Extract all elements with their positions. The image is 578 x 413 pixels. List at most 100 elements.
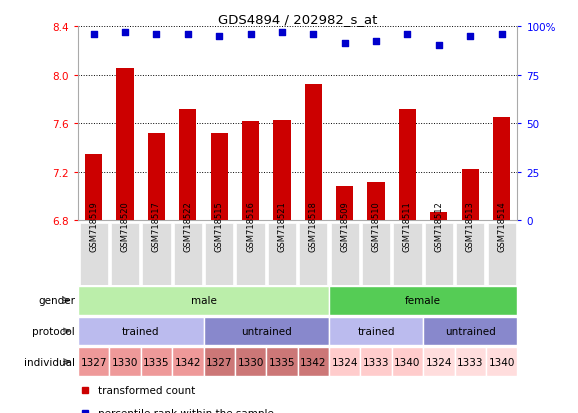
- FancyBboxPatch shape: [203, 347, 235, 376]
- FancyBboxPatch shape: [141, 347, 172, 376]
- Text: GSM718510: GSM718510: [372, 200, 380, 251]
- Bar: [179, 109, 197, 413]
- Text: 1327: 1327: [206, 357, 232, 367]
- Bar: [368, 182, 385, 413]
- FancyBboxPatch shape: [236, 223, 265, 285]
- Bar: [273, 120, 291, 413]
- FancyBboxPatch shape: [268, 223, 296, 285]
- Text: GSM718509: GSM718509: [340, 200, 349, 251]
- FancyBboxPatch shape: [109, 347, 141, 376]
- Bar: [117, 69, 134, 413]
- Point: [277, 29, 287, 36]
- Text: protocol: protocol: [32, 326, 75, 336]
- FancyBboxPatch shape: [298, 347, 329, 376]
- FancyBboxPatch shape: [329, 347, 361, 376]
- FancyBboxPatch shape: [142, 223, 171, 285]
- Text: GSM718518: GSM718518: [309, 200, 318, 251]
- FancyBboxPatch shape: [487, 223, 516, 285]
- Text: 1340: 1340: [394, 357, 421, 367]
- Text: 1335: 1335: [269, 357, 295, 367]
- FancyBboxPatch shape: [299, 223, 328, 285]
- Bar: [85, 154, 102, 413]
- Point: [152, 31, 161, 38]
- Text: GSM718515: GSM718515: [215, 200, 224, 251]
- FancyBboxPatch shape: [78, 286, 329, 315]
- Text: GSM718520: GSM718520: [121, 200, 129, 251]
- Text: 1342: 1342: [175, 357, 201, 367]
- Bar: [210, 134, 228, 413]
- Point: [403, 31, 412, 38]
- FancyBboxPatch shape: [205, 223, 234, 285]
- FancyBboxPatch shape: [394, 223, 421, 285]
- Point: [434, 43, 443, 50]
- Text: 1333: 1333: [457, 357, 483, 367]
- Text: individual: individual: [24, 357, 75, 367]
- FancyBboxPatch shape: [235, 347, 266, 376]
- Text: GSM718511: GSM718511: [403, 200, 412, 251]
- Text: GSM718512: GSM718512: [435, 200, 443, 251]
- Text: GSM718513: GSM718513: [466, 200, 475, 251]
- FancyBboxPatch shape: [456, 223, 484, 285]
- Point: [497, 31, 506, 38]
- FancyBboxPatch shape: [78, 347, 109, 376]
- FancyBboxPatch shape: [392, 347, 423, 376]
- FancyBboxPatch shape: [425, 223, 453, 285]
- Bar: [148, 134, 165, 413]
- Bar: [493, 118, 510, 413]
- Point: [120, 29, 129, 36]
- Text: untrained: untrained: [445, 326, 495, 336]
- FancyBboxPatch shape: [486, 347, 517, 376]
- Text: GSM718522: GSM718522: [183, 200, 192, 251]
- Text: female: female: [405, 296, 441, 306]
- Point: [466, 33, 475, 40]
- Point: [309, 31, 318, 38]
- Text: 1333: 1333: [363, 357, 390, 367]
- FancyBboxPatch shape: [78, 317, 203, 346]
- FancyBboxPatch shape: [331, 223, 359, 285]
- Text: GSM718519: GSM718519: [89, 200, 98, 251]
- Text: 1327: 1327: [80, 357, 107, 367]
- FancyBboxPatch shape: [329, 286, 517, 315]
- Point: [183, 31, 192, 38]
- FancyBboxPatch shape: [423, 317, 517, 346]
- Title: GDS4894 / 202982_s_at: GDS4894 / 202982_s_at: [218, 13, 377, 26]
- Text: 1330: 1330: [238, 357, 264, 367]
- Text: 1342: 1342: [300, 357, 327, 367]
- Point: [372, 39, 381, 46]
- FancyBboxPatch shape: [361, 347, 392, 376]
- Text: 1330: 1330: [112, 357, 138, 367]
- FancyBboxPatch shape: [266, 347, 298, 376]
- Point: [214, 33, 224, 40]
- FancyBboxPatch shape: [329, 317, 423, 346]
- FancyBboxPatch shape: [203, 317, 329, 346]
- Text: GSM718517: GSM718517: [152, 200, 161, 251]
- Text: GSM718516: GSM718516: [246, 200, 255, 251]
- FancyBboxPatch shape: [174, 223, 202, 285]
- FancyBboxPatch shape: [362, 223, 390, 285]
- FancyBboxPatch shape: [423, 347, 454, 376]
- Text: gender: gender: [38, 296, 75, 306]
- Bar: [242, 121, 259, 413]
- Bar: [336, 187, 353, 413]
- FancyBboxPatch shape: [454, 347, 486, 376]
- Text: untrained: untrained: [241, 326, 292, 336]
- Text: GSM718521: GSM718521: [277, 200, 287, 251]
- Text: GSM718514: GSM718514: [497, 200, 506, 251]
- Text: male: male: [191, 296, 217, 306]
- Bar: [399, 109, 416, 413]
- Text: 1340: 1340: [488, 357, 515, 367]
- Point: [89, 31, 98, 38]
- Text: trained: trained: [122, 326, 160, 336]
- Point: [340, 41, 349, 47]
- Text: percentile rank within the sample: percentile rank within the sample: [98, 408, 273, 413]
- Bar: [305, 85, 322, 413]
- Bar: [430, 212, 447, 413]
- Text: 1324: 1324: [332, 357, 358, 367]
- FancyBboxPatch shape: [111, 223, 139, 285]
- FancyBboxPatch shape: [172, 347, 203, 376]
- Text: transformed count: transformed count: [98, 385, 195, 395]
- Text: trained: trained: [357, 326, 395, 336]
- Text: 1324: 1324: [425, 357, 452, 367]
- Text: 1335: 1335: [143, 357, 170, 367]
- FancyBboxPatch shape: [80, 223, 108, 285]
